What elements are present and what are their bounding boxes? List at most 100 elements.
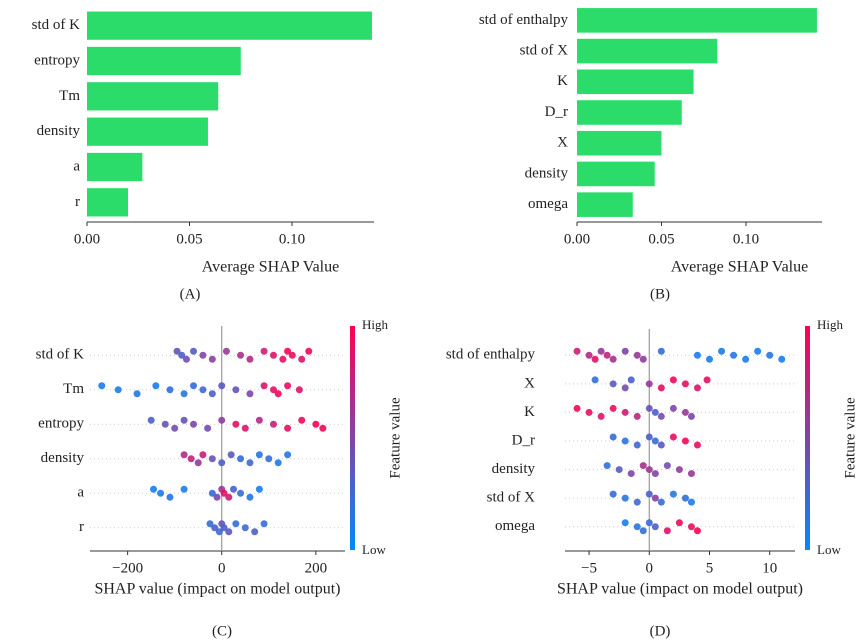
swarm-point <box>675 519 683 527</box>
x-tick-label: 0.00 <box>74 231 100 247</box>
bar <box>87 152 143 182</box>
y-tick-label: std of X <box>520 43 569 59</box>
swarm-point <box>633 351 641 359</box>
swarm-point <box>669 376 677 384</box>
swarm-point <box>284 451 292 459</box>
swarm-point <box>730 351 738 359</box>
swarm-point <box>651 470 659 478</box>
swarm-point <box>615 466 623 474</box>
swarm-point <box>627 376 635 384</box>
swarm-point <box>621 347 629 355</box>
swarm-point <box>232 420 240 428</box>
x-tick-label: 0 <box>646 560 654 576</box>
y-tick-label: std of X <box>487 490 536 506</box>
x-tick-label: −5 <box>581 560 597 576</box>
swarm-point <box>645 466 653 474</box>
swarm-point <box>597 347 605 355</box>
colorbar-high: High <box>817 317 844 332</box>
swarm-point <box>651 408 659 416</box>
swarm-point <box>681 494 689 502</box>
swarm-point <box>265 455 273 463</box>
bar <box>577 69 694 95</box>
y-tick-label: omega <box>495 518 535 534</box>
swarm-point <box>295 386 303 394</box>
swarm-point <box>206 520 214 528</box>
y-tick-label: X <box>524 375 535 391</box>
swarm-point <box>284 382 292 390</box>
swarm-point <box>255 485 263 493</box>
swarm-point <box>657 412 665 420</box>
swarm-point <box>693 351 701 359</box>
swarm-point <box>621 384 629 392</box>
x-tick-label: 0.10 <box>733 231 759 247</box>
y-tick-label: density <box>41 450 85 466</box>
y-tick-label: density <box>525 165 569 181</box>
swarm-point <box>166 493 174 501</box>
y-tick-label: std of K <box>32 17 81 33</box>
swarm-point <box>645 519 653 527</box>
swarm-point <box>633 523 641 531</box>
swarm-point <box>284 347 292 355</box>
swarm-point <box>645 404 653 412</box>
y-tick-label: density <box>37 123 81 139</box>
swarm-point <box>161 420 169 428</box>
x-tick-label: 200 <box>305 560 328 576</box>
swarm-point <box>208 455 216 463</box>
bar <box>87 117 208 146</box>
swarm-point <box>218 416 226 424</box>
swarm-point <box>633 412 641 420</box>
swarm-point <box>298 355 306 363</box>
swarm-point <box>693 441 701 449</box>
y-tick-label: D_r <box>545 104 568 120</box>
colorbar-label: Feature value <box>387 397 403 479</box>
swarm-point <box>98 382 106 390</box>
y-tick-label: r <box>75 194 80 210</box>
y-tick-label: std of K <box>36 347 85 363</box>
colorbar <box>350 326 355 550</box>
swarm-point <box>208 489 216 497</box>
colorbar-label: Feature value <box>842 397 858 479</box>
swarm-point <box>687 412 695 420</box>
bar <box>577 8 817 33</box>
swarm-point <box>255 451 263 459</box>
swarm-point <box>246 493 254 501</box>
swarm-point <box>651 523 659 531</box>
swarm-point <box>237 351 245 359</box>
swarm-point <box>190 347 198 355</box>
x-tick-label: 0 <box>218 560 226 576</box>
x-tick-label: 0.00 <box>564 231 590 247</box>
swarm-point <box>687 470 695 478</box>
swarm-point <box>284 424 292 432</box>
y-tick-label: std of enthalpy <box>446 347 536 363</box>
y-tick-label: entropy <box>34 52 80 68</box>
x-tick-label: −200 <box>112 560 143 576</box>
bar <box>87 82 219 111</box>
swarm-point <box>180 485 188 493</box>
bar <box>87 188 128 217</box>
bar <box>577 100 682 125</box>
swarm-point <box>220 524 228 532</box>
y-tick-label: D_r <box>512 432 535 448</box>
panel-caption: (D) <box>650 623 671 639</box>
swarm-point <box>609 380 617 388</box>
swarm-point <box>657 347 665 355</box>
bar <box>577 192 633 217</box>
x-tick-label: 5 <box>706 560 714 576</box>
swarm-point <box>199 351 207 359</box>
bar <box>87 46 241 76</box>
swarm-point <box>220 489 228 497</box>
swarm-point <box>669 490 677 498</box>
y-tick-label: Tm <box>59 88 80 104</box>
x-tick-label: 0.10 <box>279 231 305 247</box>
swarm-point <box>305 347 313 355</box>
swarm-point <box>199 386 207 394</box>
swarm-point <box>603 351 611 359</box>
swarm-point <box>241 424 249 432</box>
swarm-point <box>225 493 233 501</box>
swarm-point <box>591 355 599 363</box>
swarm-point <box>269 386 277 394</box>
bar <box>577 161 655 187</box>
swarm-point <box>208 390 216 398</box>
swarm-point <box>645 433 653 441</box>
